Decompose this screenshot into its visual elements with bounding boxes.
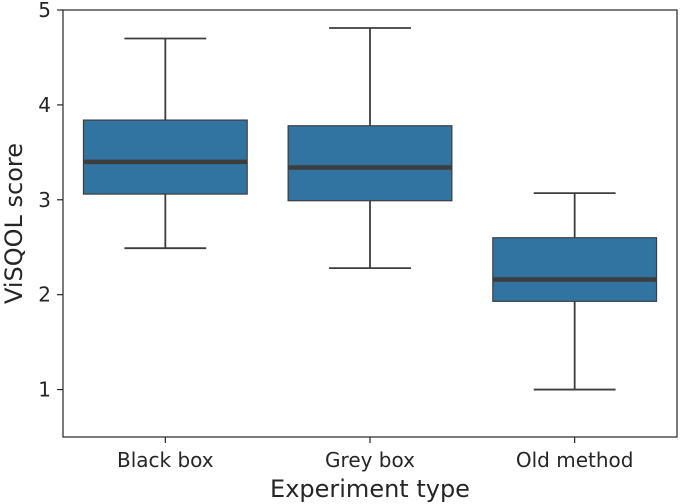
x-tick-label-grey-box: Grey box (325, 448, 415, 472)
y-tick-label-4: 4 (38, 93, 51, 117)
box-iqr-black-box (82, 119, 248, 195)
y-tick-label-5: 5 (38, 0, 51, 22)
box-group-old-method (492, 192, 658, 391)
x-tick-label-old-method: Old method (516, 448, 634, 472)
x-axis-label: Experiment type (270, 475, 470, 503)
axes-layer: Black box Grey box Old method 1 2 3 4 5 (38, 0, 678, 472)
plot-frame (62, 9, 678, 438)
box-group-grey-box (287, 27, 453, 269)
y-tick-label-2: 2 (38, 283, 51, 307)
box-iqr-grey-box (287, 125, 453, 202)
y-tick-label-3: 3 (38, 188, 51, 212)
boxes-layer (82, 27, 658, 391)
y-tick-label-1: 1 (38, 378, 51, 402)
x-tick-label-black-box: Black box (117, 448, 214, 472)
box-group-black-box (82, 37, 248, 250)
y-axis-label: ViSQOL score (0, 143, 28, 304)
box-iqr-old-method (492, 237, 658, 302)
